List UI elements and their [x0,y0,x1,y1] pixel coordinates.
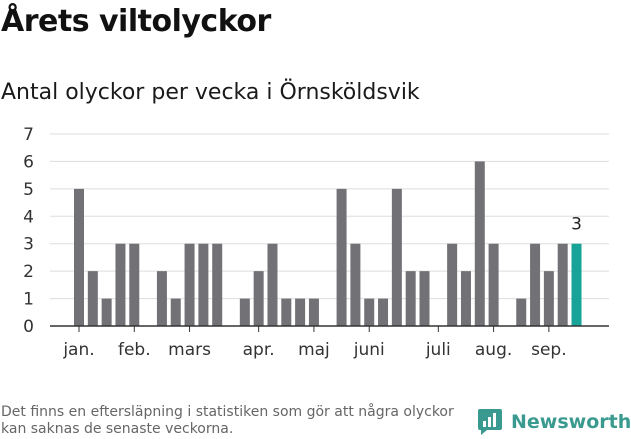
bar[interactable] [405,271,416,326]
bar-current-week[interactable] [571,243,582,326]
y-tick-label: 6 [23,152,34,172]
bar[interactable] [336,188,347,326]
bar[interactable] [488,243,499,326]
bars [74,161,582,326]
bar[interactable] [364,298,375,326]
bar[interactable] [115,243,126,326]
bar[interactable] [516,298,527,326]
bar[interactable] [198,243,209,326]
y-tick-label: 4 [23,207,34,227]
y-tick-label: 5 [23,180,34,200]
y-axis-ticks: 0 1 2 3 4 5 6 7 [23,125,34,337]
brand[interactable]: Newsworthy [477,408,631,436]
x-tick-label: sep. [531,340,567,360]
data-label: 3 [571,215,582,235]
x-axis: jan. feb. mars apr. maj juni juli aug. sep. [50,325,609,360]
bar[interactable] [87,271,98,326]
bar[interactable] [212,243,223,326]
x-tick-label: jan. [62,340,94,360]
bar[interactable] [170,298,181,326]
bar[interactable] [281,298,292,326]
newsworthy-logo-icon [478,409,502,435]
bar-chart: 0 1 2 3 4 5 6 7 jan. feb. mars apr. maj juni juli aug.… [23,125,609,360]
x-tick-label: juli [425,340,451,360]
x-tick-label: juni [353,340,385,360]
chart-title: Årets viltolyckor [1,4,271,39]
grid-lines [50,133,609,300]
chart-subtitle: Antal olyckor per vecka i Örnsköldsvik [1,80,420,105]
x-tick-label: mars [168,340,211,360]
data-labels: 3 [571,215,582,235]
x-tick-label: aug. [475,340,512,360]
y-tick-label: 3 [23,235,34,255]
bar[interactable] [378,298,389,326]
bar[interactable] [239,298,250,326]
bar[interactable] [267,243,278,326]
bar[interactable] [391,188,402,326]
y-tick-label: 1 [23,290,34,310]
bar[interactable] [530,243,541,326]
bar[interactable] [460,271,471,326]
bar[interactable] [129,243,140,326]
bar[interactable] [184,243,195,326]
bar[interactable] [557,243,568,326]
bar[interactable] [308,298,319,326]
bar[interactable] [156,271,167,326]
bar[interactable] [350,243,361,326]
brand-name: Newsworthy [511,411,631,433]
x-tick-label: maj [298,340,330,360]
x-tick-label: feb. [118,340,151,360]
bar[interactable] [543,271,554,326]
bar[interactable] [474,161,485,326]
y-tick-label: 0 [23,317,34,337]
bar[interactable] [74,188,84,326]
bar[interactable] [295,298,306,326]
y-tick-label: 7 [23,125,34,145]
bar[interactable] [253,271,264,326]
bar[interactable] [101,298,112,326]
x-tick-label: apr. [243,340,275,360]
footnote: Det finns en eftersläpning i statistiken… [1,404,454,437]
bar[interactable] [447,243,458,326]
y-tick-label: 2 [23,262,34,282]
bar[interactable] [419,271,430,326]
